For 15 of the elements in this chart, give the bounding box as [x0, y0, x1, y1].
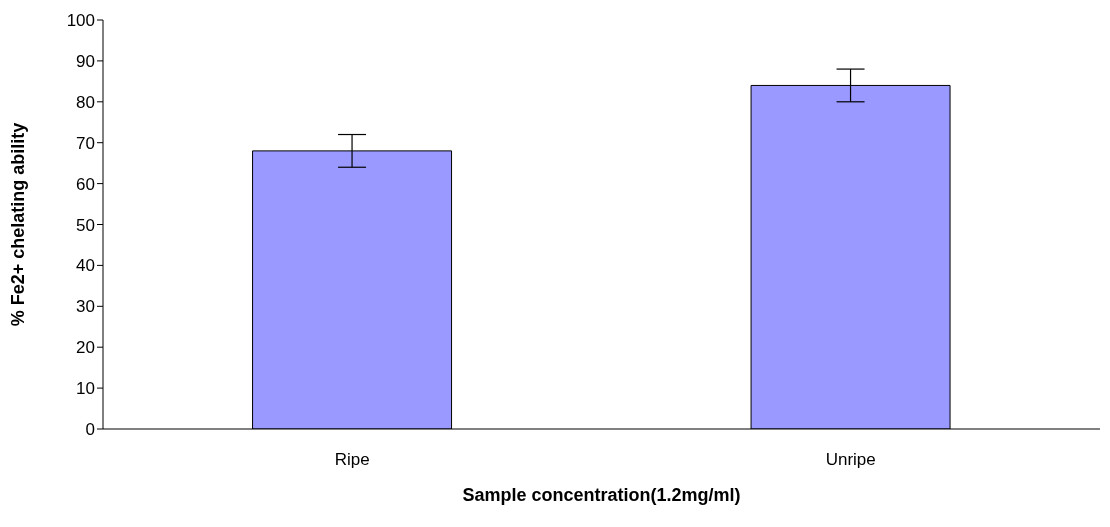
y-tick-label: 50 [76, 215, 95, 235]
x-tick-label: Unripe [825, 450, 876, 470]
y-tick-label: 70 [76, 133, 95, 153]
y-tick-label: 10 [76, 379, 95, 399]
y-tick-label: 100 [66, 11, 95, 31]
y-tick-label: 0 [85, 420, 95, 440]
y-tick-label: 60 [76, 174, 95, 194]
x-axis-title: Sample concentration(1.2mg/ml) [462, 485, 741, 505]
y-tick-label: 20 [76, 338, 95, 358]
y-tick-label: 80 [76, 92, 95, 112]
x-tick-label: Ripe [334, 450, 370, 470]
y-tick-label: 40 [76, 256, 95, 276]
y-axis-title: % Fe2+ chelating ability [8, 122, 29, 327]
y-tick-label: 30 [76, 297, 95, 317]
y-tick-label: 90 [76, 51, 95, 71]
